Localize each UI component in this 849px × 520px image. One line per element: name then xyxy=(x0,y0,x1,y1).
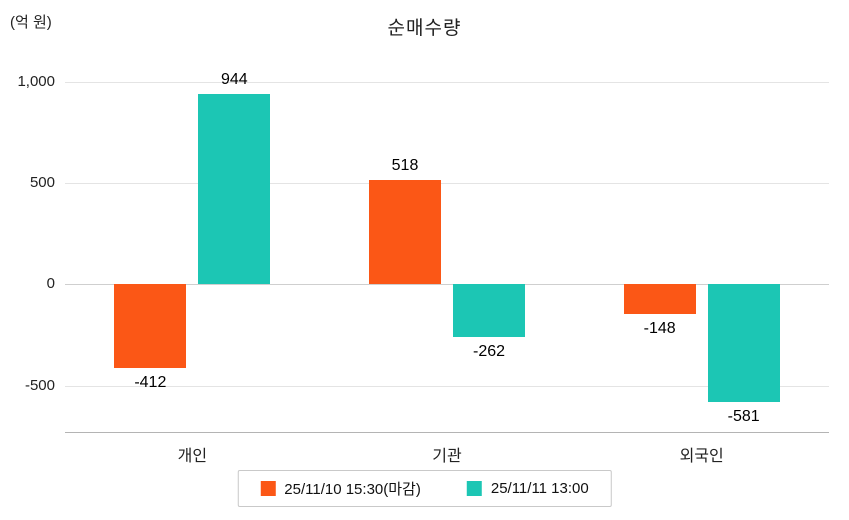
bar-value-label: -148 xyxy=(643,320,676,338)
legend-label: 25/11/10 15:30(마감) xyxy=(284,481,421,498)
plot-area: -412 944 518 -262 -148 -581 xyxy=(65,60,829,432)
gridline xyxy=(65,284,829,286)
bar xyxy=(707,284,780,402)
legend-swatch xyxy=(466,481,482,496)
y-tick-label: 500 xyxy=(29,174,55,192)
bar-value-label: 944 xyxy=(220,70,248,88)
legend-label: 25/11/11 13:00 xyxy=(490,480,589,497)
y-tick-label: 1,000 xyxy=(17,73,55,91)
bar xyxy=(453,284,525,338)
chart-title: 순매수량 xyxy=(387,18,462,39)
bar xyxy=(114,284,187,368)
gridline xyxy=(65,82,829,84)
y-tick-label: -500 xyxy=(24,376,55,394)
bar xyxy=(623,284,696,315)
bar-value-label: 518 xyxy=(391,156,419,174)
gridline xyxy=(65,183,829,185)
legend-item: 25/11/11 13:00 xyxy=(466,480,589,497)
bar xyxy=(198,93,271,285)
legend: 25/11/10 15:30(마감) 25/11/11 13:00 xyxy=(237,470,612,507)
x-axis-line xyxy=(65,432,829,433)
bar xyxy=(369,179,441,285)
x-category-label: 개인 xyxy=(177,448,208,465)
x-category-label: 외국인 xyxy=(679,448,724,465)
gridline xyxy=(65,385,829,387)
bar-value-label: -412 xyxy=(134,373,167,391)
bar-value-label: -262 xyxy=(472,343,506,361)
legend-item: 25/11/10 15:30(마감) xyxy=(260,478,421,499)
y-tick-label: 0 xyxy=(46,275,55,293)
legend-swatch xyxy=(260,481,276,496)
x-category-label: 기관 xyxy=(432,448,462,465)
y-axis-unit-label: (억 원) xyxy=(10,14,52,31)
bar-value-label: -581 xyxy=(727,407,760,425)
